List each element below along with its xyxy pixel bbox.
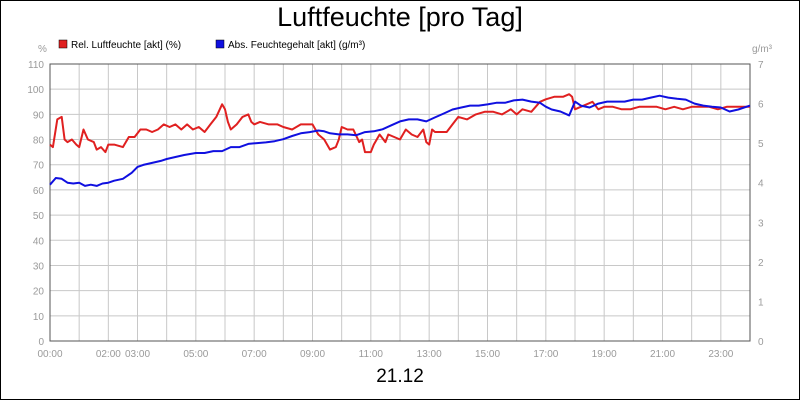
y-right-tick-label: 5 — [758, 139, 764, 150]
legend-label-abs: Abs. Feuchtegehalt [akt] (g/m³) — [228, 40, 365, 51]
y-right-tick-label: 0 — [758, 337, 764, 348]
legend-swatch-rel — [58, 39, 68, 49]
y-right-tick-label: 6 — [758, 100, 764, 111]
y-right-tick-label: 7 — [758, 60, 764, 71]
plot-border — [49, 63, 751, 342]
legend-label-rel: Rel. Luftfeuchte [akt] (%) — [71, 40, 181, 51]
legend-swatch-abs — [215, 39, 225, 49]
y-axis-left: 0 10 20 30 40 50 60 70 80 90 100 110 — [27, 60, 44, 348]
date-label: 21.12 — [376, 366, 424, 387]
y-left-tick-label: 30 — [33, 261, 45, 272]
series-line-abs-feuchtegehalt — [49, 94, 751, 187]
y-left-tick-label: 110 — [28, 60, 44, 71]
y-right-tick-label: 2 — [758, 258, 764, 269]
y-left-tick-label: 70 — [33, 161, 45, 172]
y-left-tick-label: 60 — [33, 186, 45, 197]
grid — [50, 64, 750, 341]
x-tick-label: 15:00 — [475, 349, 500, 360]
y-left-tick-label: 0 — [38, 337, 44, 348]
x-tick-label: 05:00 — [183, 349, 208, 360]
x-tick-label: 19:00 — [592, 349, 617, 360]
x-axis: 00:00 02:00 03:00 05:00 07:00 09:00 11:00 13:00… — [37, 349, 733, 360]
y-left-tick-label: 10 — [33, 312, 45, 323]
x-tick-label: 09:00 — [300, 349, 325, 360]
y-right-unit: g/m³ — [752, 44, 773, 55]
x-tick-label: 17:00 — [533, 349, 558, 360]
series-line-rel-luftfeuchte — [49, 93, 750, 154]
x-tick-label: 11:00 — [359, 349, 384, 360]
legend: Rel. Luftfeuchte [akt] (%) Abs. Feuchteg… — [58, 39, 365, 51]
y-left-tick-label: 20 — [33, 287, 45, 298]
y-left-tick-label: 80 — [33, 136, 45, 147]
y-axis-right: 0 1 2 3 4 5 6 7 — [758, 60, 764, 348]
chart-title: Luftfeuchte [pro Tag] — [277, 2, 523, 32]
y-right-tick-label: 4 — [758, 179, 764, 190]
x-tick-label: 23:00 — [708, 349, 733, 360]
y-left-tick-label: 40 — [33, 236, 45, 247]
x-tick-label: 07:00 — [242, 349, 267, 360]
x-tick-label: 13:00 — [417, 349, 442, 360]
y-right-tick-label: 1 — [758, 297, 764, 308]
y-left-tick-label: 90 — [33, 110, 45, 121]
x-tick-label: 03:00 — [125, 349, 150, 360]
series-lines — [49, 93, 751, 187]
y-left-tick-label: 50 — [33, 211, 45, 222]
x-tick-label: 21:00 — [650, 349, 675, 360]
y-right-tick-label: 3 — [758, 218, 764, 229]
y-left-tick-label: 100 — [27, 85, 44, 96]
x-tick-label: 02:00 — [96, 349, 121, 360]
x-tick-label: 00:00 — [37, 349, 62, 360]
y-left-unit: % — [38, 44, 47, 55]
